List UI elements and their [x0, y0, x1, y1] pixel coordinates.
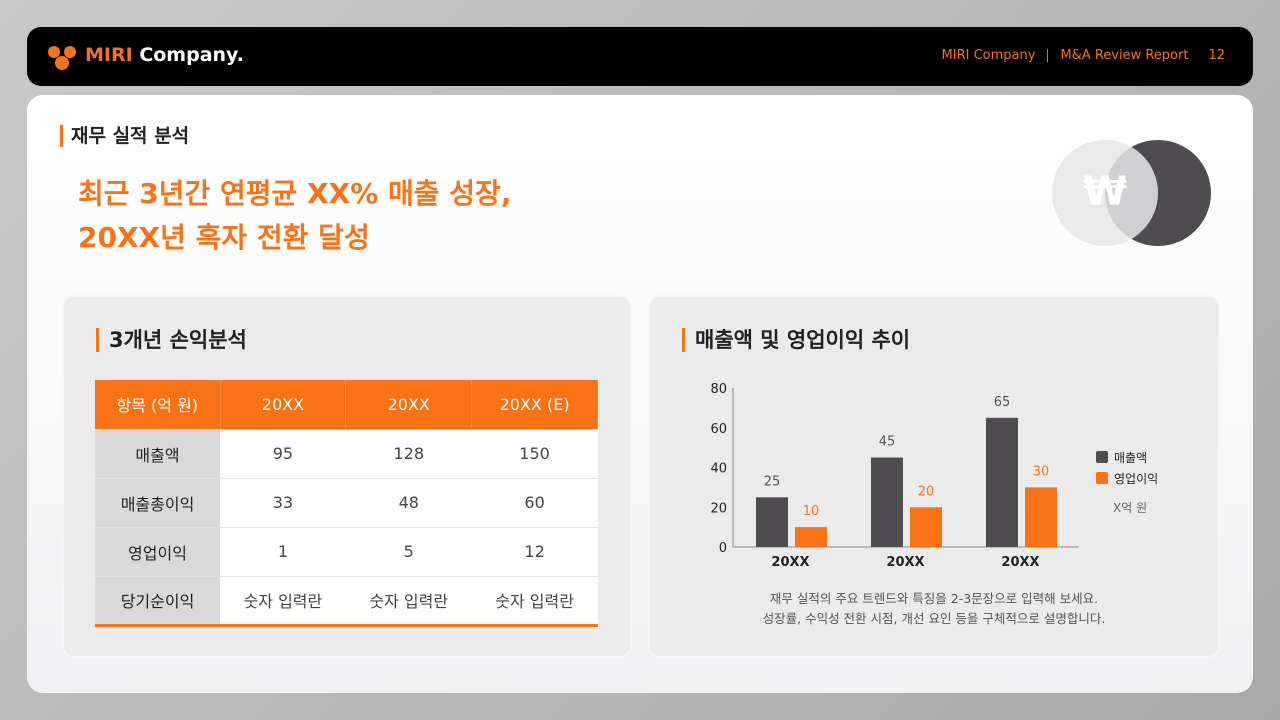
table-cell: 12 — [471, 527, 598, 577]
header-cell: 20XX — [220, 380, 347, 430]
table-cell: 150 — [471, 429, 598, 479]
table-cell: 숫자 입력란 — [345, 576, 472, 627]
table-row: 당기순이익 숫자 입력란 숫자 입력란 숫자 입력란 — [95, 576, 598, 627]
table-cell: 95 — [220, 429, 346, 479]
logo: MIRI Company. — [85, 44, 244, 66]
page-number: 12 — [1208, 48, 1225, 63]
pl-table: 항목 (억 원) 20XX 20XX 20XX (E) 매출액 95 128 150 매출총이익… — [95, 380, 598, 627]
table-cell: 128 — [345, 429, 472, 479]
table-row: 매출총이익 33 48 60 — [95, 478, 598, 528]
table-cell: 5 — [345, 527, 472, 577]
header-cell: 항목 (억 원) — [95, 380, 221, 430]
table-cell: 60 — [471, 478, 598, 528]
table-cell: 숫자 입력란 — [220, 576, 346, 627]
row-label: 매출총이익 — [95, 478, 220, 528]
panel-title: 3개년 손익분석 — [96, 328, 247, 352]
table-cell: 1 — [220, 527, 346, 577]
row-label: 매출액 — [95, 429, 220, 479]
report-name: M&A Review Report — [1060, 48, 1189, 63]
separator — [1047, 49, 1049, 62]
logo-text: Company. — [139, 44, 244, 66]
table-cell: 33 — [220, 478, 346, 528]
table-row: 매출액 95 128 150 — [95, 429, 598, 479]
table-cell: 숫자 입력란 — [471, 576, 598, 627]
headline: 최근 3년간 연평균 XX% 매출 성장, 20XX년 흑자 전환 달성 — [78, 172, 511, 260]
table-cell: 48 — [345, 478, 472, 528]
logo-accent: MIRI — [85, 44, 133, 66]
won-icon: ₩ — [1052, 140, 1211, 246]
panel-title: 매출액 및 영업이익 추이 — [682, 328, 910, 352]
company: MIRI Company — [941, 48, 1036, 63]
logo-icon — [48, 46, 76, 70]
row-label: 영업이익 — [95, 527, 220, 577]
header-bar: MIRI Company. MIRI Company M&A Review Re… — [27, 27, 1253, 86]
section-label: 재무 실적 분석 — [60, 125, 189, 147]
table-panel: 3개년 손익분석 항목 (억 원) 20XX 20XX 20XX (E) 매출액 95 12… — [62, 295, 632, 658]
won-symbol: ₩ — [1083, 169, 1127, 215]
row-label: 당기순이익 — [95, 576, 220, 627]
headline-line: 20XX년 흑자 전환 달성 — [78, 221, 370, 254]
chart-panel: 매출액 및 영업이익 추이 — [648, 295, 1220, 658]
header-cell: 20XX (E) — [471, 380, 598, 430]
header-info: MIRI Company M&A Review Report 12 — [942, 48, 1225, 63]
table-row: 영업이익 1 5 12 — [95, 527, 598, 577]
header-cell: 20XX — [345, 380, 473, 430]
header-row: 항목 (억 원) 20XX 20XX 20XX (E) — [95, 380, 598, 430]
headline-line: 최근 3년간 연평균 XX% 매출 성장, — [78, 177, 512, 210]
